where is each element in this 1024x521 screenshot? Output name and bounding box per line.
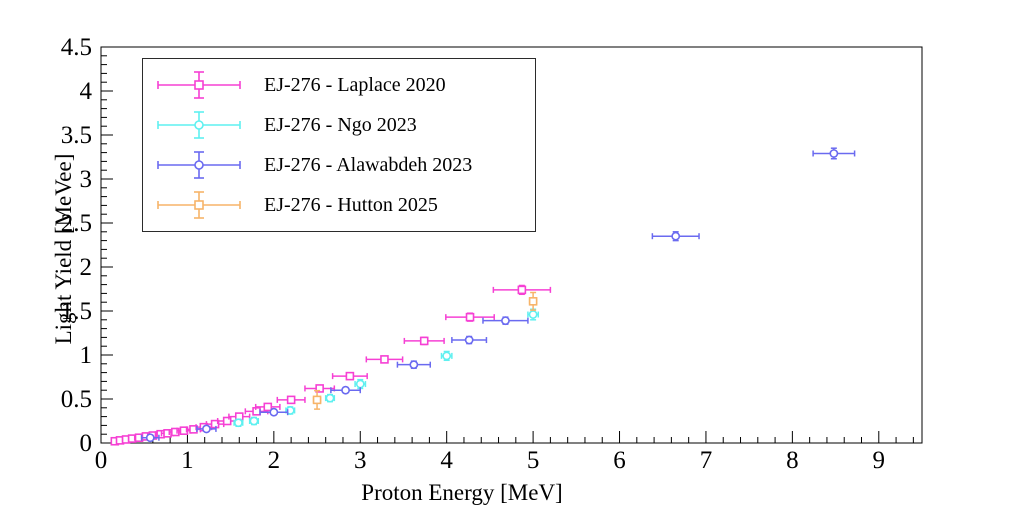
series-0-marker <box>252 407 261 416</box>
series-0-marker <box>179 426 189 435</box>
series-2-marker <box>341 385 350 395</box>
y-axis-title: Light Yield [MeVee] <box>51 153 76 345</box>
legend-sample-0 <box>157 71 241 99</box>
legend-sample-glyph <box>194 160 204 170</box>
series-0-marker <box>345 371 355 381</box>
series-3-marker <box>312 395 322 405</box>
legend-sample-3 <box>157 191 241 219</box>
series-1-marker <box>234 418 243 428</box>
series-2-marker <box>829 149 839 158</box>
x-axis-tick-label: 9 <box>873 447 886 474</box>
y-axis-tick-label: 2 <box>80 254 93 281</box>
legend-sample-2 <box>157 151 241 179</box>
legend-sample-glyph <box>194 120 204 130</box>
legend-sample-glyph <box>194 200 204 210</box>
legend-sample-1 <box>157 111 241 139</box>
y-axis-tick-label: 0.5 <box>61 386 92 413</box>
series-0-marker <box>286 395 296 405</box>
series-2-marker <box>409 360 419 370</box>
series-1-marker <box>249 416 259 426</box>
legend-box: EJ-276 - Laplace 2020 EJ-276 - Ngo 2023 EJ… <box>142 58 536 232</box>
x-axis-tick-label: 0 <box>95 447 108 474</box>
series-1-marker <box>325 393 335 403</box>
series-0-marker <box>210 419 220 429</box>
legend-label: EJ-276 - Hutton 2025 <box>264 193 438 216</box>
series-2-marker <box>464 335 474 345</box>
series-0-marker <box>263 402 273 412</box>
legend-label: EJ-276 - Ngo 2023 <box>264 113 417 136</box>
legend-entry-2: EJ-276 - Alawabdeh 2023 <box>143 145 535 185</box>
series-1-marker <box>285 406 295 415</box>
y-axis-tick-label: 1.5 <box>61 298 92 325</box>
y-axis-tick-label: 4.5 <box>61 34 92 61</box>
series-0-marker <box>171 427 180 437</box>
x-axis-tick-label: 4 <box>440 447 453 474</box>
series-3-marker <box>528 297 538 306</box>
plot-frame <box>100 46 923 444</box>
series-2-marker <box>671 231 681 241</box>
legend-label: EJ-276 - Alawabdeh 2023 <box>264 153 473 176</box>
y-axis-tick-label: 4 <box>80 78 93 105</box>
x-axis-tick-label: 8 <box>786 447 799 474</box>
y-axis-tick-label: 1 <box>80 342 93 369</box>
series-2-marker <box>145 433 155 443</box>
x-axis-tick-label: 6 <box>613 447 626 474</box>
legend-entry-3: EJ-276 - Hutton 2025 <box>143 185 535 225</box>
y-axis-tick-label: 2.5 <box>61 210 92 237</box>
x-axis-tick-label: 5 <box>527 447 540 474</box>
y-axis-tick-label: 0 <box>80 430 93 457</box>
legend-entry-1: EJ-276 - Ngo 2023 <box>143 105 535 145</box>
legend-entry-0: EJ-276 - Laplace 2020 <box>143 65 535 105</box>
x-axis-tick-label: 3 <box>354 447 367 474</box>
legend-sample-glyph <box>194 80 204 90</box>
series-0-marker <box>222 416 232 426</box>
series-2-marker <box>269 407 279 417</box>
y-axis-tick-label: 3.5 <box>61 122 92 149</box>
series-0-marker <box>315 384 324 393</box>
series-0-marker <box>465 312 475 322</box>
series-1-marker <box>442 351 452 361</box>
y-axis-tick-label: 3 <box>80 166 93 193</box>
x-axis-title: Proton Energy [MeV] <box>361 480 563 505</box>
series-1-marker <box>528 310 538 319</box>
series-2-marker <box>501 316 510 326</box>
x-axis-tick-label: 7 <box>700 447 713 474</box>
legend-label: EJ-276 - Laplace 2020 <box>264 73 446 96</box>
series-0-marker <box>380 355 389 364</box>
series-2-marker <box>202 424 211 434</box>
series-1-marker <box>355 379 365 389</box>
series-0-marker <box>517 285 527 295</box>
x-axis-tick-label: 1 <box>181 447 194 474</box>
series-0-marker <box>419 336 429 346</box>
x-axis-tick-label: 2 <box>268 447 281 474</box>
